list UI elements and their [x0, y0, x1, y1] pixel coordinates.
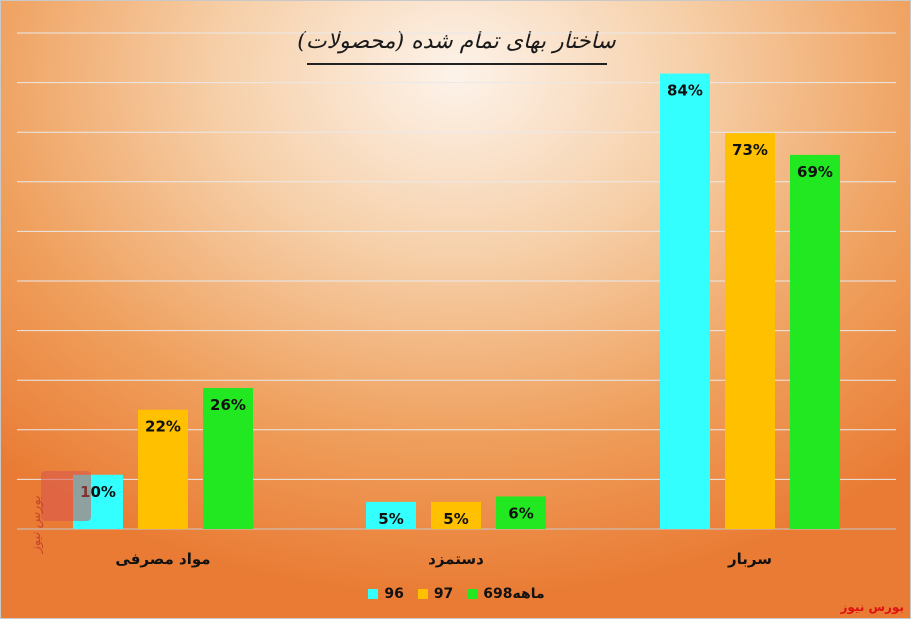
- x-category-label: مواد مصرفی: [115, 550, 210, 568]
- legend-swatch: [467, 589, 478, 599]
- legend-label: 96: [384, 586, 404, 602]
- bar: [431, 501, 481, 529]
- legend-label: 97: [433, 586, 454, 602]
- bar: [203, 388, 253, 529]
- source-label: بورس نیوز: [840, 600, 904, 614]
- watermark-logo: بورس نیوز: [29, 471, 97, 571]
- data-label: 5%: [443, 510, 468, 528]
- legend-label: 6ماهه98: [483, 586, 545, 602]
- bar: [790, 154, 840, 529]
- legend-swatch: [368, 589, 379, 599]
- x-category-label: دستمزد: [428, 550, 484, 568]
- data-label: 26%: [210, 396, 246, 414]
- x-category-label: سربار: [727, 550, 772, 568]
- legend: 96 97 6ماهه98: [1, 586, 911, 602]
- bar: [366, 501, 416, 529]
- title-underline: [307, 63, 607, 65]
- data-label: 84%: [667, 82, 703, 100]
- bar: [725, 133, 775, 529]
- watermark-text: بورس نیوز: [29, 495, 44, 553]
- bar: [660, 73, 710, 530]
- legend-swatch: [417, 589, 428, 599]
- legend-item: 96: [368, 586, 404, 602]
- legend-item: 6ماهه98: [467, 586, 545, 602]
- watermark-icon: [41, 471, 91, 521]
- data-label: 69%: [797, 163, 833, 181]
- data-label: 5%: [378, 510, 403, 528]
- bar: [496, 496, 546, 529]
- data-label: 6%: [508, 504, 533, 522]
- data-label: 73%: [732, 141, 768, 159]
- bar: [138, 409, 188, 529]
- data-label: 22%: [145, 418, 181, 436]
- legend-item: 97: [417, 586, 454, 602]
